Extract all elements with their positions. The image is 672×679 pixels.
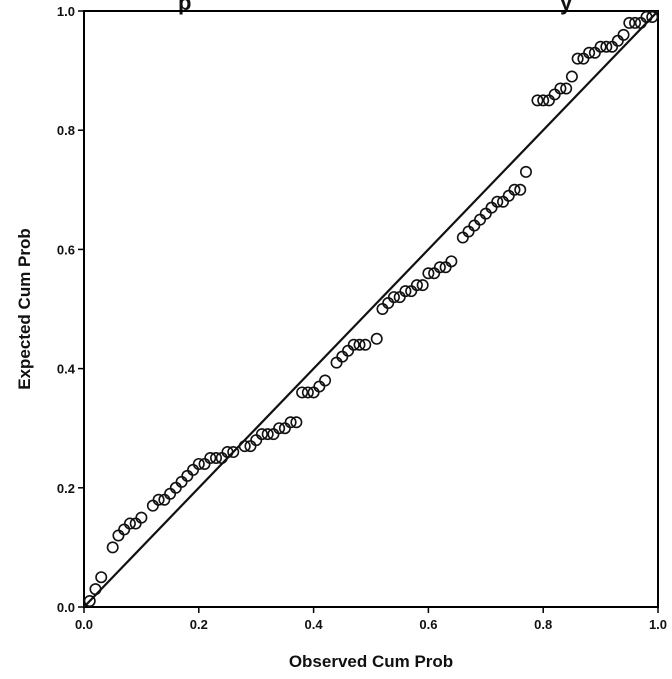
data-point [491,195,504,208]
x-tick-label: 0.2 [190,617,208,632]
data-point [514,183,527,196]
data-point [617,28,630,41]
data-point [565,70,578,83]
data-point [611,34,624,47]
data-point [301,386,314,399]
data-point [238,440,251,453]
x-axis-title: Observed Cum Prob [289,652,453,671]
x-tick-label: 0.0 [75,617,93,632]
data-points [83,10,659,608]
data-point [175,475,188,488]
data-point [474,213,487,226]
data-point [479,207,492,220]
chart-title-fragment: p y [178,0,573,15]
data-point [290,416,303,429]
data-point [468,219,481,232]
y-tick-label: 0.8 [57,123,75,138]
data-point [519,165,532,178]
data-point [399,285,412,298]
data-point [118,523,131,536]
data-point [571,52,584,65]
data-point [583,46,596,59]
data-point [445,255,458,268]
x-tick-label: 0.8 [534,617,552,632]
y-tick-label: 0.4 [57,362,76,377]
data-point [83,595,96,608]
y-axis-title: Expected Cum Prob [15,228,34,390]
x-tick-label: 0.6 [419,617,437,632]
data-point [336,350,349,363]
data-point [382,297,395,310]
data-point [89,583,102,596]
data-point [181,469,194,482]
data-point [646,10,659,23]
data-point [433,261,446,274]
data-point [261,428,274,441]
data-point [370,332,383,345]
svg-text:p: p [178,0,191,15]
data-point [135,511,148,524]
x-tick-label: 0.4 [305,617,324,632]
data-point [537,94,550,107]
data-point [192,457,205,470]
data-point [387,291,400,304]
data-point [502,189,515,202]
data-point [296,386,309,399]
data-point [187,463,200,476]
data-point [169,481,182,494]
data-point [273,422,286,435]
data-point [204,451,217,464]
y-axis: 0.0 0.2 0.4 0.6 0.8 1.0 [57,4,84,615]
data-point [284,416,297,429]
data-point [106,541,119,554]
data-point [330,356,343,369]
data-point [600,40,613,53]
y-tick-label: 0.0 [57,600,75,615]
x-axis: 0.0 0.2 0.4 0.6 0.8 1.0 [75,607,667,632]
data-point [416,279,429,292]
data-point [531,94,544,107]
data-point [313,380,326,393]
x-tick-label: 1.0 [649,617,667,632]
data-point [347,338,360,351]
data-point [462,225,475,238]
data-point [250,434,263,447]
data-point [353,338,366,351]
data-point [548,88,561,101]
data-point [112,529,125,542]
data-point [227,446,240,459]
y-tick-label: 1.0 [57,4,75,19]
data-point [342,344,355,357]
data-point [560,82,573,95]
y-tick-label: 0.2 [57,481,75,496]
data-point [456,231,469,244]
data-point [210,451,223,464]
data-point [319,374,332,387]
data-point [359,338,372,351]
reference-line [83,10,659,608]
data-point [164,487,177,500]
data-point [594,40,607,53]
data-point [146,499,159,512]
data-point [152,493,165,506]
data-point [554,82,567,95]
data-point [422,267,435,280]
data-point [410,279,423,292]
svg-text:y: y [560,0,573,15]
y-tick-label: 0.6 [57,242,75,257]
data-point [221,446,234,459]
data-point [255,428,268,441]
data-point [376,302,389,315]
data-point [629,16,642,29]
data-point [640,10,653,23]
data-point [485,201,498,214]
plot-frame [83,10,659,608]
data-point [508,183,521,196]
data-point [95,571,108,584]
data-point [623,16,636,29]
data-point [123,517,136,530]
